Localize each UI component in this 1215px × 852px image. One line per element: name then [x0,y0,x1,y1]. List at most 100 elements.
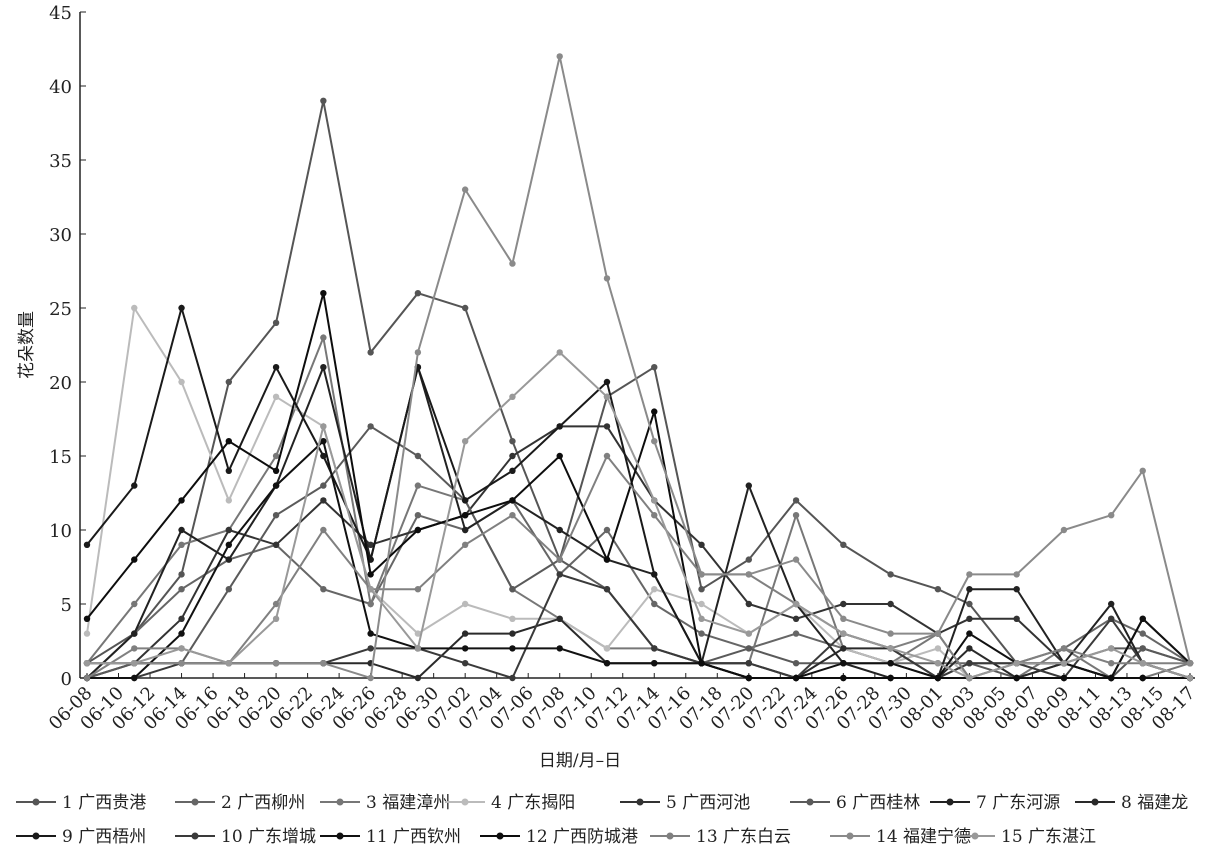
point [509,674,516,682]
point [1108,645,1115,652]
point [1139,630,1146,637]
point [131,660,138,667]
point [225,497,233,504]
point [461,660,469,667]
point [934,586,942,593]
legend-label: 4 广东揭阳 [491,793,575,813]
point [745,630,752,637]
point [83,630,91,637]
legend-label: 11 广西钦州 [366,827,461,847]
legend-label: 15 广东湛江 [1001,827,1096,847]
point [178,541,185,548]
point [745,571,752,578]
point [1108,674,1115,682]
point [272,615,280,622]
legend-marker [846,832,854,840]
point [792,630,800,637]
point [509,467,516,474]
point [272,482,280,489]
point [414,512,422,519]
point [178,378,185,386]
point [367,600,374,608]
point [414,482,422,489]
point [509,586,516,593]
legend-label: 7 广东河源 [976,793,1060,813]
point [367,349,374,356]
point [225,467,233,474]
point [272,512,280,519]
legend-label: 6 广西桂林 [836,793,920,813]
point [225,526,233,534]
point [272,393,280,400]
legend-marker [336,798,344,806]
point [178,526,185,534]
legend-marker [636,798,644,806]
point [840,541,847,548]
point [603,660,611,667]
point [745,660,752,667]
point [414,674,422,682]
point [131,600,138,608]
point [887,674,894,682]
point [1186,660,1194,667]
point [1013,660,1020,667]
point [556,615,563,622]
point [131,482,138,489]
point [1060,674,1068,682]
point [272,452,280,460]
point [83,674,91,682]
point [1013,615,1020,622]
point [509,438,516,445]
point [556,571,563,578]
point [461,600,469,608]
point [603,645,611,652]
point [320,526,327,534]
point [698,571,705,578]
point [131,304,138,312]
point [556,556,563,563]
legend-label: 3 福建漳州 [366,793,450,813]
series-line [86,363,1191,679]
point [651,512,658,519]
point [1108,660,1115,667]
point [651,600,658,608]
point [1139,660,1146,667]
point [367,630,374,637]
point [1139,615,1146,622]
point [367,586,374,593]
point [367,541,374,548]
point [414,645,422,652]
point [966,660,973,667]
point [651,645,658,652]
point [131,645,138,652]
legend-label: 8 福建龙 [1121,793,1188,813]
point [225,438,233,445]
legend-marker [32,832,40,840]
point [934,674,942,682]
point [1108,512,1115,519]
point [887,630,894,637]
point [792,556,800,563]
point [1139,674,1146,682]
point [509,452,516,460]
point [966,645,973,652]
point [887,571,894,578]
point [698,586,705,593]
point [178,571,185,578]
point [1013,586,1020,593]
y-tick-label: 30 [49,225,72,246]
point [320,334,327,341]
point [272,660,280,667]
point [792,600,800,608]
point [840,674,847,682]
point [414,290,422,297]
point [367,423,374,430]
point [1139,467,1146,474]
y-tick-label: 5 [61,595,72,616]
legend-marker [971,832,979,840]
point [320,660,327,667]
point [745,674,752,682]
x-axis-label: 日期/月–日 [539,751,621,771]
point [367,571,374,578]
